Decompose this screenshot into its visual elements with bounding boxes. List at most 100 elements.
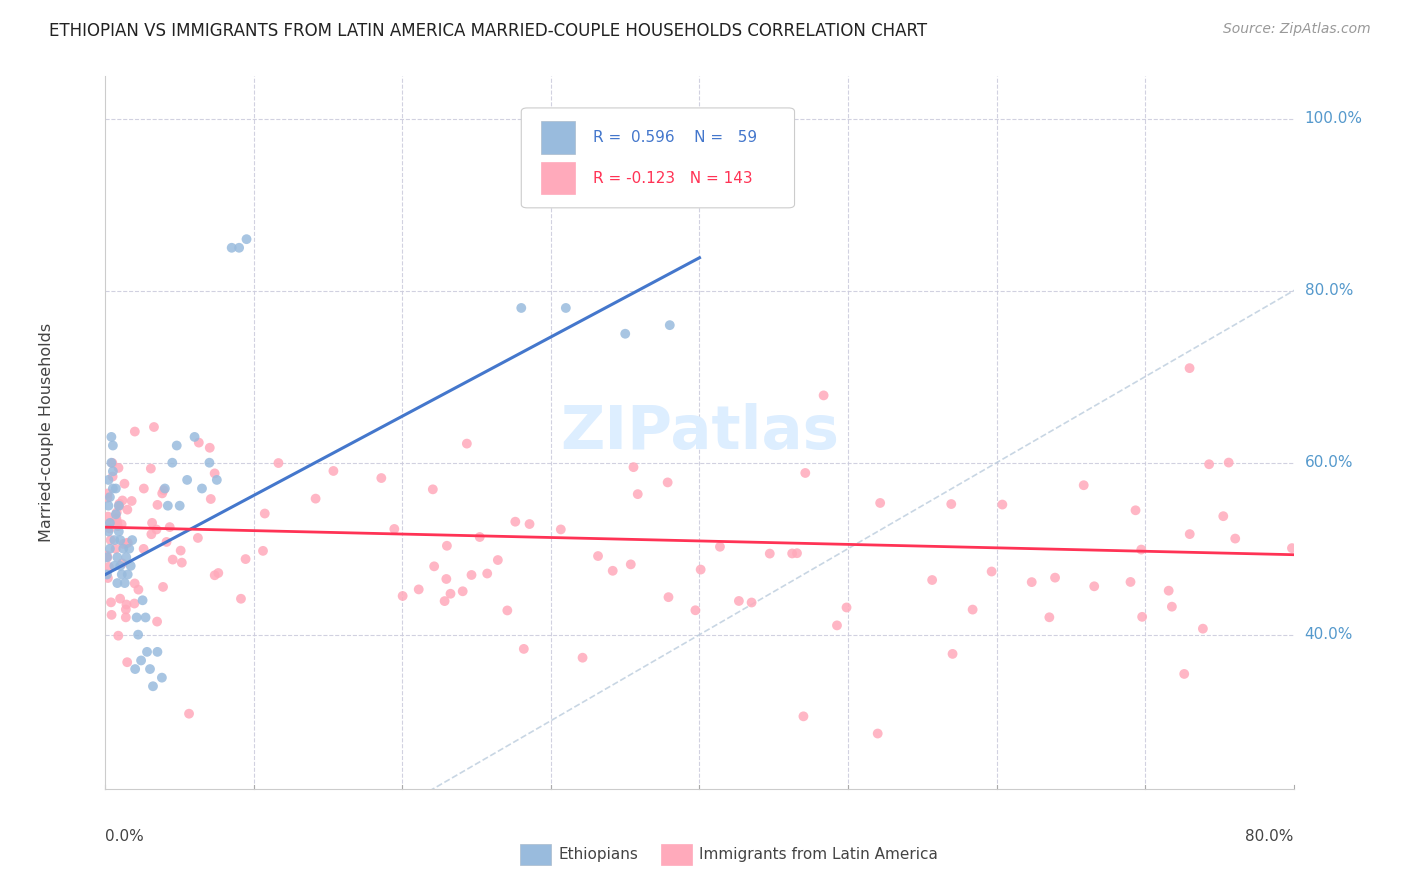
Text: 80.0%: 80.0% [1305,284,1353,298]
Point [1178,527,1201,541]
Point [204,467,226,481]
Point [456,436,478,450]
Point [586,549,609,563]
Point [1212,509,1234,524]
Point [110,533,132,547]
Point [391,589,413,603]
Point [505,515,527,529]
Point [125,610,148,624]
Point [1160,599,1182,614]
Point [110,558,132,573]
Point [1198,457,1220,471]
Point [100,430,122,444]
Point [614,326,637,341]
Text: 40.0%: 40.0% [1305,627,1353,642]
Point [1157,583,1180,598]
Point [146,645,169,659]
Point [139,662,162,676]
Point [156,499,179,513]
Point [166,438,188,452]
Point [623,460,645,475]
Point [304,491,326,506]
Point [921,573,943,587]
Point [107,629,129,643]
Point [153,482,176,496]
Point [1119,574,1142,589]
Point [486,553,509,567]
Point [105,515,128,529]
Point [468,530,491,544]
Point [198,441,221,455]
Point [105,506,128,520]
Point [758,547,780,561]
Point [120,558,142,573]
Point [97,499,120,513]
Point [1130,542,1153,557]
Point [104,508,127,522]
Point [191,482,214,496]
Point [423,559,446,574]
Point [98,541,121,556]
Point [991,498,1014,512]
Point [436,539,458,553]
Point [571,650,593,665]
Point [510,301,533,315]
Point [170,543,193,558]
Point [657,475,679,490]
Point [152,483,174,497]
Point [187,435,209,450]
Point [825,618,848,632]
Point [170,556,193,570]
Point [513,641,536,656]
Point [114,576,136,591]
Point [121,533,143,547]
Point [100,533,122,547]
Point [177,706,200,721]
Point [111,567,134,582]
Point [96,550,118,565]
Point [267,456,290,470]
Point [142,679,165,693]
Point [114,610,136,624]
Point [253,507,276,521]
Point [107,461,129,475]
Point [1125,503,1147,517]
Point [97,560,120,574]
Text: Ethiopians: Ethiopians [558,847,638,862]
Point [111,557,134,571]
Point [439,587,461,601]
Point [146,498,169,512]
Point [111,493,134,508]
Point [1083,579,1105,593]
FancyBboxPatch shape [522,108,794,208]
Text: 60.0%: 60.0% [1305,455,1353,470]
Point [131,593,153,607]
Text: Immigrants from Latin America: Immigrants from Latin America [699,847,938,862]
Point [108,524,131,539]
Point [159,520,181,534]
Point [1073,478,1095,492]
Point [104,482,127,496]
Point [496,603,519,617]
Point [1218,456,1240,470]
Point [228,241,250,255]
Point [205,473,228,487]
Bar [541,121,575,153]
Point [620,558,643,572]
Point [657,590,679,604]
Point [1130,610,1153,624]
Point [100,456,122,470]
Point [198,456,221,470]
Point [221,241,243,255]
Point [124,662,146,676]
Point [689,563,711,577]
Point [98,516,121,530]
Point [141,516,163,530]
Point [112,541,135,556]
Point [941,497,963,511]
Point [103,533,125,547]
Point [519,516,541,531]
Point [382,522,405,536]
Point [115,602,138,616]
Point [200,491,222,506]
